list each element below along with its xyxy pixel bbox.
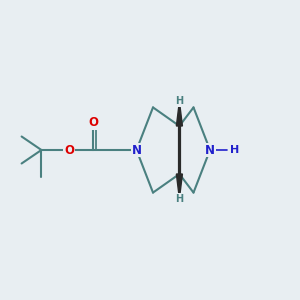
Text: O: O	[64, 143, 74, 157]
Text: N: N	[205, 143, 215, 157]
Text: N: N	[131, 143, 142, 157]
Polygon shape	[176, 101, 182, 126]
Text: H: H	[175, 96, 184, 106]
Text: O: O	[88, 116, 98, 129]
Text: H: H	[230, 145, 240, 155]
Polygon shape	[176, 174, 182, 199]
Text: H: H	[175, 194, 184, 204]
